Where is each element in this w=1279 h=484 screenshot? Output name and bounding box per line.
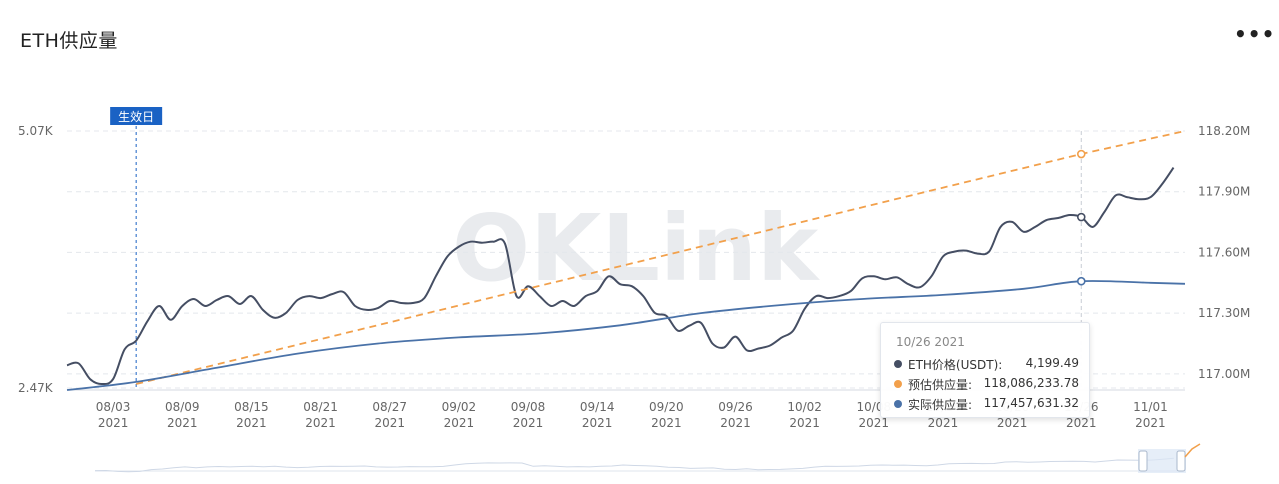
y-left-tick-label: 5.07K [18,124,54,138]
x-tick-year: 2021 [720,416,751,430]
x-tick-year: 2021 [98,416,129,430]
tooltip-dot [894,380,902,388]
x-tick-label: 08/27 [372,400,407,414]
marker-label: 生效日 [118,109,154,124]
zoom-preview-line [94,457,1174,473]
y-right-tick-label: 117.90M [1198,185,1250,199]
tooltip-dot [894,400,902,408]
tooltip-date: 10/26 2021 [896,335,965,349]
tooltip-value: 117,457,631.32 [983,396,1079,410]
tooltip-row-price: ETH价格(USDT): 4,199.49 [894,356,1079,372]
series-line-eth-price [66,167,1175,386]
x-tick-label: 08/21 [303,400,338,414]
effective-date-marker: 生效日 [110,107,163,388]
x-tick-label: 09/02 [442,400,477,414]
tooltip-dot [894,360,902,368]
x-tick-year: 2021 [582,416,613,430]
y-right-tick-label: 117.60M [1198,245,1250,259]
y-left-tick-label: 2.47K [18,381,54,395]
tooltip-row-estimated: 预估供应量: 118,086,233.78 [894,376,1079,392]
tooltip-row-actual: 实际供应量: 117,457,631.32 [894,396,1079,412]
highlight-point [1076,149,1086,159]
x-tick-year: 2021 [444,416,475,430]
tooltip-series-name: 实际供应量: [908,398,973,412]
y-right-tick-label: 117.00M [1198,367,1250,381]
x-tick-year: 2021 [513,416,544,430]
x-tick-label: 11/01 [1133,400,1168,414]
axis-labels: 118.20M 117.90M 117.60M 117.30M 117.00M 5.07K… [18,124,1250,430]
x-tick-label: 09/14 [580,400,615,414]
tooltip-value: 118,086,233.78 [983,376,1079,390]
x-tick-year: 2021 [374,416,405,430]
x-tick-label: 10/02 [787,400,822,414]
x-tick-year: 2021 [167,416,198,430]
more-horizontal-icon[interactable]: ••• [1234,22,1276,46]
highlight-points [1076,149,1086,286]
zoom-handle-left[interactable] [1138,450,1148,472]
tooltip-series-name: 预估供应量: [908,378,973,392]
tooltip: 10/26 2021 ETH价格(USDT): 4,199.49 预估供应量: … [880,322,1090,418]
x-tick-year: 2021 [236,416,267,430]
x-tick-year: 2021 [1135,416,1166,430]
x-tick-year: 2021 [1066,416,1097,430]
series-line-actual-supply [66,280,1186,391]
x-tick-label: 09/08 [511,400,546,414]
zoom-slider[interactable] [94,443,1201,473]
x-tick-label: 08/15 [234,400,269,414]
y-right-tick-label: 117.30M [1198,306,1250,320]
zoom-handle-right[interactable] [1176,450,1186,472]
highlight-point [1076,276,1086,286]
page-title: ETH供应量 [20,30,118,52]
y-right-tick-label: 118.20M [1198,124,1250,138]
x-tick-label: 09/20 [649,400,684,414]
x-tick-year: 2021 [928,416,959,430]
zoom-preview-highlight [1184,443,1201,458]
x-tick-year: 2021 [789,416,820,430]
marker-badge [110,107,163,125]
x-tick-label: 09/26 [718,400,753,414]
x-tick-year: 2021 [859,416,890,430]
highlight-point [1076,212,1086,222]
x-tick-label: 08/03 [96,400,131,414]
x-tick-year: 2021 [651,416,682,430]
x-tick-year: 2021 [997,416,1028,430]
tooltip-series-name: ETH价格(USDT): [908,358,1003,372]
tooltip-value: 4,199.49 [1025,356,1079,370]
x-tick-year: 2021 [305,416,336,430]
x-tick-label: 08/09 [165,400,200,414]
